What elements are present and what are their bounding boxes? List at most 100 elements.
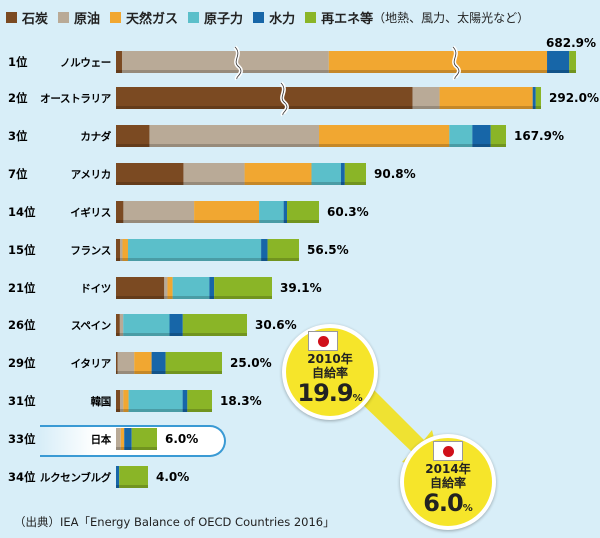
- japan-flag-icon: [308, 331, 338, 351]
- bar-segment-5: [569, 51, 576, 73]
- bar-segment-0: [116, 277, 165, 299]
- japan-flag-icon: [433, 441, 463, 461]
- legend-label: 原子力: [204, 12, 244, 27]
- callout-2010-unit: %: [352, 393, 363, 404]
- country-label: 韓国: [91, 395, 111, 408]
- bar-segment-4: [151, 352, 166, 374]
- value-label: 18.3%: [220, 394, 262, 408]
- legend-note: （地熱、風力、太陽光など）: [373, 11, 530, 25]
- value-label: 292.0%: [549, 91, 599, 105]
- bar-segment-4: [547, 51, 570, 73]
- bar-segment-2: [194, 201, 260, 223]
- legend-swatch: [188, 12, 200, 23]
- bar-segment-4: [116, 466, 120, 488]
- bar-segment-0: [116, 201, 124, 223]
- rank-label: 1位: [8, 55, 28, 69]
- bar-segment-1: [164, 277, 168, 299]
- callout-2014-unit: %: [462, 503, 473, 514]
- bar-segment-3: [172, 277, 210, 299]
- bar-segment-4: [532, 87, 536, 109]
- rank-label: 14位: [8, 205, 36, 219]
- bar-segment-2: [167, 277, 173, 299]
- country-label: イギリス: [70, 206, 111, 219]
- value-label: 167.9%: [514, 129, 564, 143]
- country-label: スペイン: [71, 320, 111, 332]
- bar-segment-1: [149, 125, 320, 147]
- bar-segment-4: [169, 314, 183, 336]
- bar-shadow: [116, 258, 299, 261]
- value-label: 25.0%: [230, 356, 272, 370]
- legend-label: 水力: [269, 12, 296, 27]
- bar-segment-1: [183, 163, 245, 185]
- rank-label: 34位: [8, 470, 36, 484]
- rank-label: 31位: [8, 394, 36, 408]
- rank-label: 2位: [8, 91, 28, 105]
- bar-segment-1: [123, 201, 195, 223]
- value-label: 60.3%: [327, 205, 369, 219]
- bar-shadow: [116, 485, 148, 488]
- bar-segment-1: [120, 239, 123, 261]
- legend-item: 再エネ等 （地熱、風力、太陽光など）: [305, 8, 529, 27]
- bar-segment-5: [187, 390, 212, 412]
- bar-segment-2: [134, 352, 152, 374]
- bar-segment-3: [311, 163, 341, 185]
- bar-segment-4: [209, 277, 215, 299]
- country-label: ノルウェー: [60, 57, 111, 69]
- bar-segment-5: [214, 277, 272, 299]
- callout-2010-label: 自給率: [311, 366, 348, 380]
- value-label: 682.9%: [546, 36, 596, 50]
- legend-item: 水力: [253, 8, 295, 27]
- bar-segment-5: [267, 239, 299, 261]
- source-note: （出典）IEA「Energy Balance of OECD Countries…: [14, 515, 335, 529]
- callout-2010-year: 2010年: [307, 352, 353, 366]
- bar-segment-0: [116, 390, 121, 412]
- bar-segment-0: [116, 87, 413, 109]
- bar-segment-3: [127, 239, 262, 261]
- bar-segment-2: [120, 428, 125, 450]
- bar-segment-0: [116, 51, 122, 73]
- bar-segment-4: [182, 390, 188, 412]
- bar-segment-4: [261, 239, 268, 261]
- bar-segment-3: [123, 314, 170, 336]
- bar-shadow: [116, 220, 319, 223]
- bar-shadow: [116, 409, 212, 412]
- country-label: カナダ: [80, 130, 111, 143]
- bar-segment-1: [117, 352, 135, 374]
- bar-shadow: [116, 333, 247, 336]
- bar-segment-5: [287, 201, 319, 223]
- value-label: 4.0%: [156, 470, 189, 484]
- bar-shadow: [116, 106, 541, 109]
- bar-segment-5: [165, 352, 222, 374]
- bar-segment-0: [116, 352, 118, 374]
- bar-segment-5: [182, 314, 247, 336]
- legend-label: 石炭: [22, 12, 49, 27]
- value-label: 30.6%: [255, 318, 297, 332]
- bar-segment-2: [122, 239, 128, 261]
- bar-segment-0: [116, 239, 121, 261]
- callout-2010-value: 19.9: [297, 379, 353, 407]
- bar-segment-2: [328, 51, 548, 73]
- bar-segment-1: [121, 51, 329, 73]
- bar-shadow: [116, 447, 157, 450]
- legend-swatch: [305, 12, 317, 23]
- axis-break-line: [234, 46, 242, 80]
- bar-segment-1: [120, 390, 124, 412]
- legend-label: 再エネ等: [321, 12, 374, 27]
- value-label: 90.8%: [374, 167, 416, 181]
- country-label: ドイツ: [80, 283, 111, 295]
- bar-segment-2: [123, 390, 129, 412]
- rank-label: 29位: [8, 356, 36, 370]
- bar-segment-3: [259, 201, 284, 223]
- bar-segment-4: [472, 125, 491, 147]
- legend-swatch: [253, 12, 265, 23]
- bar-segment-0: [116, 125, 150, 147]
- legend-item: 原油: [58, 8, 100, 27]
- legend-label: 天然ガス: [126, 12, 179, 27]
- rank-label: 33位: [8, 432, 36, 446]
- legend-item: 天然ガス: [110, 8, 178, 27]
- bar-segment-1: [412, 87, 440, 109]
- bar-segment-5: [344, 163, 366, 185]
- axis-break-line: [280, 82, 288, 116]
- bar-shadow: [116, 371, 222, 374]
